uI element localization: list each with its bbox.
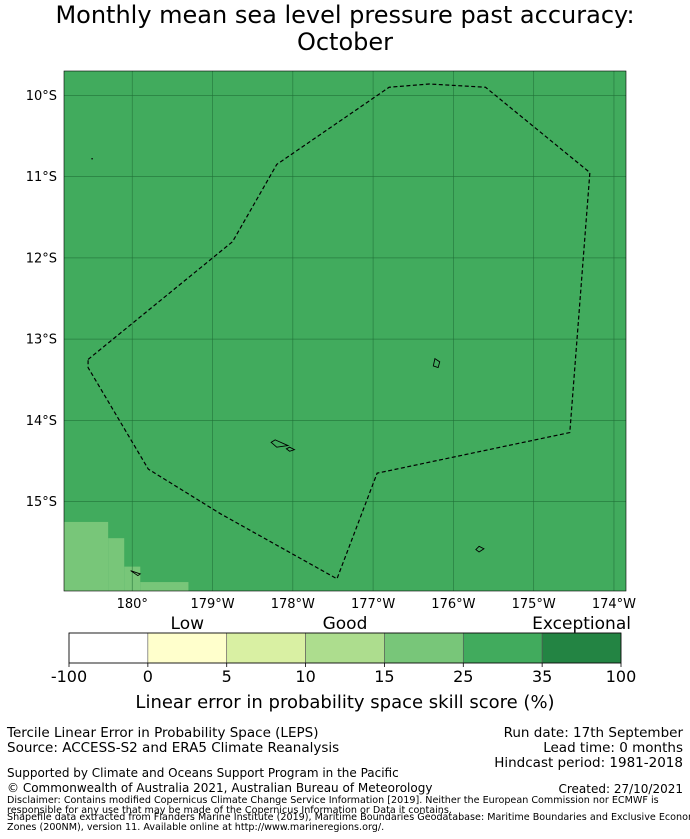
footer-created: Created: 27/10/2021 xyxy=(558,782,683,796)
lon-tick-label-2: 178°W xyxy=(271,597,315,612)
colorbar-category-exceptional: Exceptional xyxy=(532,614,631,634)
eez-boundary xyxy=(87,83,591,580)
colorbar-tick-label-0: -100 xyxy=(51,667,87,686)
colorbar-bin-2 xyxy=(226,632,306,664)
footer-disclaimer-1: Disclaimer: Contains modified Copernicus… xyxy=(7,795,659,806)
colorbar-category-low: Low xyxy=(171,614,205,634)
island-outline-1 xyxy=(270,439,290,448)
colorbar-label: Linear error in probability space skill … xyxy=(135,692,555,713)
lower-skill-cell-1 xyxy=(108,538,125,591)
lon-tick-label-6: 174°W xyxy=(592,597,636,612)
lon-tick-label-5: 175°W xyxy=(512,597,556,612)
colorbar-tick-label-1: 0 xyxy=(143,667,153,686)
colorbar-bin-5 xyxy=(462,632,543,664)
lon-tick-label-1: 179°W xyxy=(190,597,234,612)
footer-lead-time: Lead time: 0 months xyxy=(543,740,683,756)
footer-hindcast: Hindcast period: 1981-2018 xyxy=(494,755,683,771)
lower-skill-cell-3 xyxy=(140,582,189,591)
colorbar-tick-label-4: 15 xyxy=(374,667,394,686)
lat-tick-label-0: 10°S xyxy=(26,89,57,104)
footer-copyright: © Commonwealth of Australia 2021, Austra… xyxy=(7,781,433,795)
footer-disclaimer-3: Shapefile data extracted from Flanders M… xyxy=(7,812,690,823)
colorbar-bin-4 xyxy=(384,632,464,664)
map-background-cell xyxy=(64,71,626,591)
chart-title-line-1: Monthly mean sea level pressure past acc… xyxy=(55,1,635,29)
island-outline-3 xyxy=(475,545,485,553)
chart-svg: 10°S 11°S 12°S 13°S 14°S 15°S 180° 179°W 178°W 17… xyxy=(26,70,637,686)
lat-tick-label-1: 11°S xyxy=(26,170,57,185)
map-frame xyxy=(63,70,627,592)
colorbar-tick-label-6: 35 xyxy=(532,667,552,686)
lat-tick-label-2: 12°S xyxy=(26,251,57,266)
footer-source: Source: ACCESS-S2 and ERA5 Climate Reana… xyxy=(7,740,340,756)
island-dot xyxy=(91,157,93,160)
chart-title-line-2: October xyxy=(296,28,394,56)
colorbar-frame xyxy=(68,632,622,664)
colorbar-tick-label-2: 5 xyxy=(222,667,232,686)
colorbar-bin-0 xyxy=(68,632,149,664)
lat-tick-label-3: 13°S xyxy=(26,333,57,348)
island-outline-0 xyxy=(432,357,441,369)
footer-run-date: Run date: 17th September xyxy=(503,725,683,741)
colorbar-bin-6 xyxy=(541,632,622,664)
colorbar-tick-label-5: 25 xyxy=(453,667,473,686)
chart-title: Monthly mean sea level pressure past acc… xyxy=(0,2,690,56)
lat-tick-label-5: 15°S xyxy=(26,495,57,510)
colorbar-tick-label-3: 10 xyxy=(295,667,315,686)
footer-support: Supported by Climate and Oceans Support … xyxy=(7,766,399,780)
colorbar-bin-3 xyxy=(305,632,385,664)
footer-disclaimer-4: Zones (200NM), version 11. Available onl… xyxy=(7,822,385,833)
island-outline-2 xyxy=(285,446,296,452)
island-outline-4 xyxy=(130,570,142,577)
lower-skill-cell-0 xyxy=(64,521,109,591)
lon-tick-label-3: 177°W xyxy=(351,597,395,612)
lon-tick-label-4: 176°W xyxy=(431,597,475,612)
lon-tick-label-0: 180° xyxy=(117,597,148,612)
lat-tick-label-4: 14°S xyxy=(26,414,57,429)
footer-method: Tercile Linear Error in Probability Spac… xyxy=(7,725,319,741)
colorbar-bin-1 xyxy=(147,632,228,664)
colorbar-tick-label-7: 100 xyxy=(606,667,637,686)
colorbar-category-good: Good xyxy=(323,614,368,634)
footer-disclaimer-2: responsible for any use that may be made… xyxy=(7,805,452,816)
